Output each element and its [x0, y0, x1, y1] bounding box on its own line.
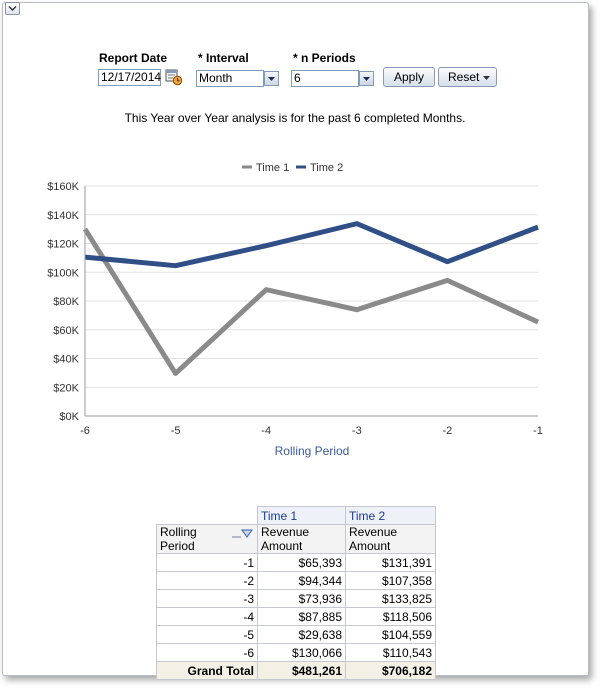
triangle-down-icon — [268, 77, 275, 81]
measure-header-time1: Revenue Amount — [257, 524, 346, 554]
cell-time1: $65,393 — [257, 553, 346, 572]
pivot-table: Time 1 Time 2 Rolling Period Revenue Amo… — [156, 506, 436, 680]
table-row: -6 $130,066 $110,543 — [156, 643, 436, 662]
cell-time2: $104,559 — [345, 625, 436, 644]
x-tick-label: -2 — [443, 425, 453, 437]
y-tick-label: $60K — [53, 325, 79, 337]
report-date-input[interactable]: 12/17/2014 — [98, 69, 161, 86]
cell-time2: $118,506 — [345, 607, 436, 626]
y-tick-label: $40K — [53, 354, 79, 366]
reset-button-label: Reset — [448, 70, 480, 84]
y-tick-label: $140K — [47, 210, 79, 222]
x-axis-title: Rolling Period — [275, 444, 350, 458]
y-tick-label: $20K — [53, 382, 79, 394]
interval-label: * Interval — [198, 51, 249, 65]
triangle-down-icon — [363, 77, 370, 81]
analysis-description: This Year over Year analysis is for the … — [124, 111, 466, 125]
legend-label-time2: Time 2 — [310, 162, 343, 174]
table-corner — [157, 507, 258, 525]
x-tick-label: -3 — [352, 425, 362, 437]
row-period: -2 — [156, 571, 258, 590]
cell-time1: $130,066 — [257, 643, 346, 662]
grand-total-time2: $706,182 — [345, 661, 436, 680]
cell-time1: $94,344 — [257, 571, 346, 590]
report-date-label: Report Date — [99, 51, 168, 65]
x-tick-label: -6 — [80, 425, 90, 437]
n-periods-label: * n Periods — [293, 51, 356, 65]
y-tick-label: $160K — [47, 181, 79, 193]
measure-header-time2: Revenue Amount — [345, 524, 436, 554]
y-tick-label: $80K — [53, 296, 79, 308]
cell-time2: $107,358 — [345, 571, 436, 590]
x-tick-label: -5 — [171, 425, 181, 437]
y-tick-label: $120K — [47, 239, 79, 251]
collapse-section-button[interactable] — [5, 2, 20, 15]
n-periods-select[interactable]: 6 — [291, 70, 359, 87]
x-tick-label: -4 — [261, 425, 271, 437]
reset-button[interactable]: Reset — [438, 67, 497, 87]
grand-total-label: Grand Total — [156, 661, 258, 680]
table-measure-row: Rolling Period Revenue Amount Revenue Am… — [156, 524, 436, 554]
caret-down-icon — [483, 76, 490, 80]
row-period: -1 — [156, 553, 258, 572]
column-header-time1[interactable]: Time 1 — [257, 506, 346, 525]
legend-label-time1: Time 1 — [256, 162, 289, 174]
chevron-down-icon — [8, 6, 17, 11]
cell-time2: $110,543 — [345, 643, 436, 662]
table-row: -1 $65,393 $131,391 — [156, 553, 436, 572]
series-line-time1[interactable] — [82, 227, 540, 376]
row-period: -4 — [156, 607, 258, 626]
grand-total-row: Grand Total $481,261 $706,182 — [156, 661, 436, 680]
grand-total-time1: $481,261 — [257, 661, 346, 680]
cell-time1: $29,638 — [257, 625, 346, 644]
cell-time1: $73,936 — [257, 589, 346, 608]
calendar-icon[interactable] — [165, 68, 183, 86]
column-header-time2[interactable]: Time 2 — [345, 506, 436, 525]
table-row: -5 $29,638 $104,559 — [156, 625, 436, 644]
interval-select[interactable]: Month — [196, 70, 264, 87]
table-row: -3 $73,936 $133,825 — [156, 589, 436, 608]
table-row: -2 $94,344 $107,358 — [156, 571, 436, 590]
row-header-rolling-period[interactable]: Rolling Period — [156, 524, 258, 554]
cell-time1: $87,885 — [257, 607, 346, 626]
line-chart: $0K $20K $40K $60K $80K $100K $120K $140K $160K -… — [47, 162, 543, 458]
cell-time2: $133,825 — [345, 589, 436, 608]
table-row: -4 $87,885 $118,506 — [156, 607, 436, 626]
y-tick-label: $100K — [47, 267, 79, 279]
row-period: -5 — [156, 625, 258, 644]
y-tick-label: $0K — [59, 411, 79, 423]
row-header-label: Rolling Period — [160, 525, 197, 553]
interval-dropdown-button[interactable] — [264, 71, 279, 86]
row-period: -6 — [156, 643, 258, 662]
series-line-time2[interactable] — [84, 221, 539, 269]
cell-time2: $131,391 — [345, 553, 436, 572]
row-period: -3 — [156, 589, 258, 608]
x-tick-label: -1 — [533, 425, 543, 437]
n-periods-dropdown-button[interactable] — [359, 71, 374, 86]
sort-descending-icon[interactable] — [232, 529, 254, 539]
apply-button[interactable]: Apply — [383, 67, 435, 87]
table-header-row: Time 1 Time 2 — [157, 506, 436, 525]
